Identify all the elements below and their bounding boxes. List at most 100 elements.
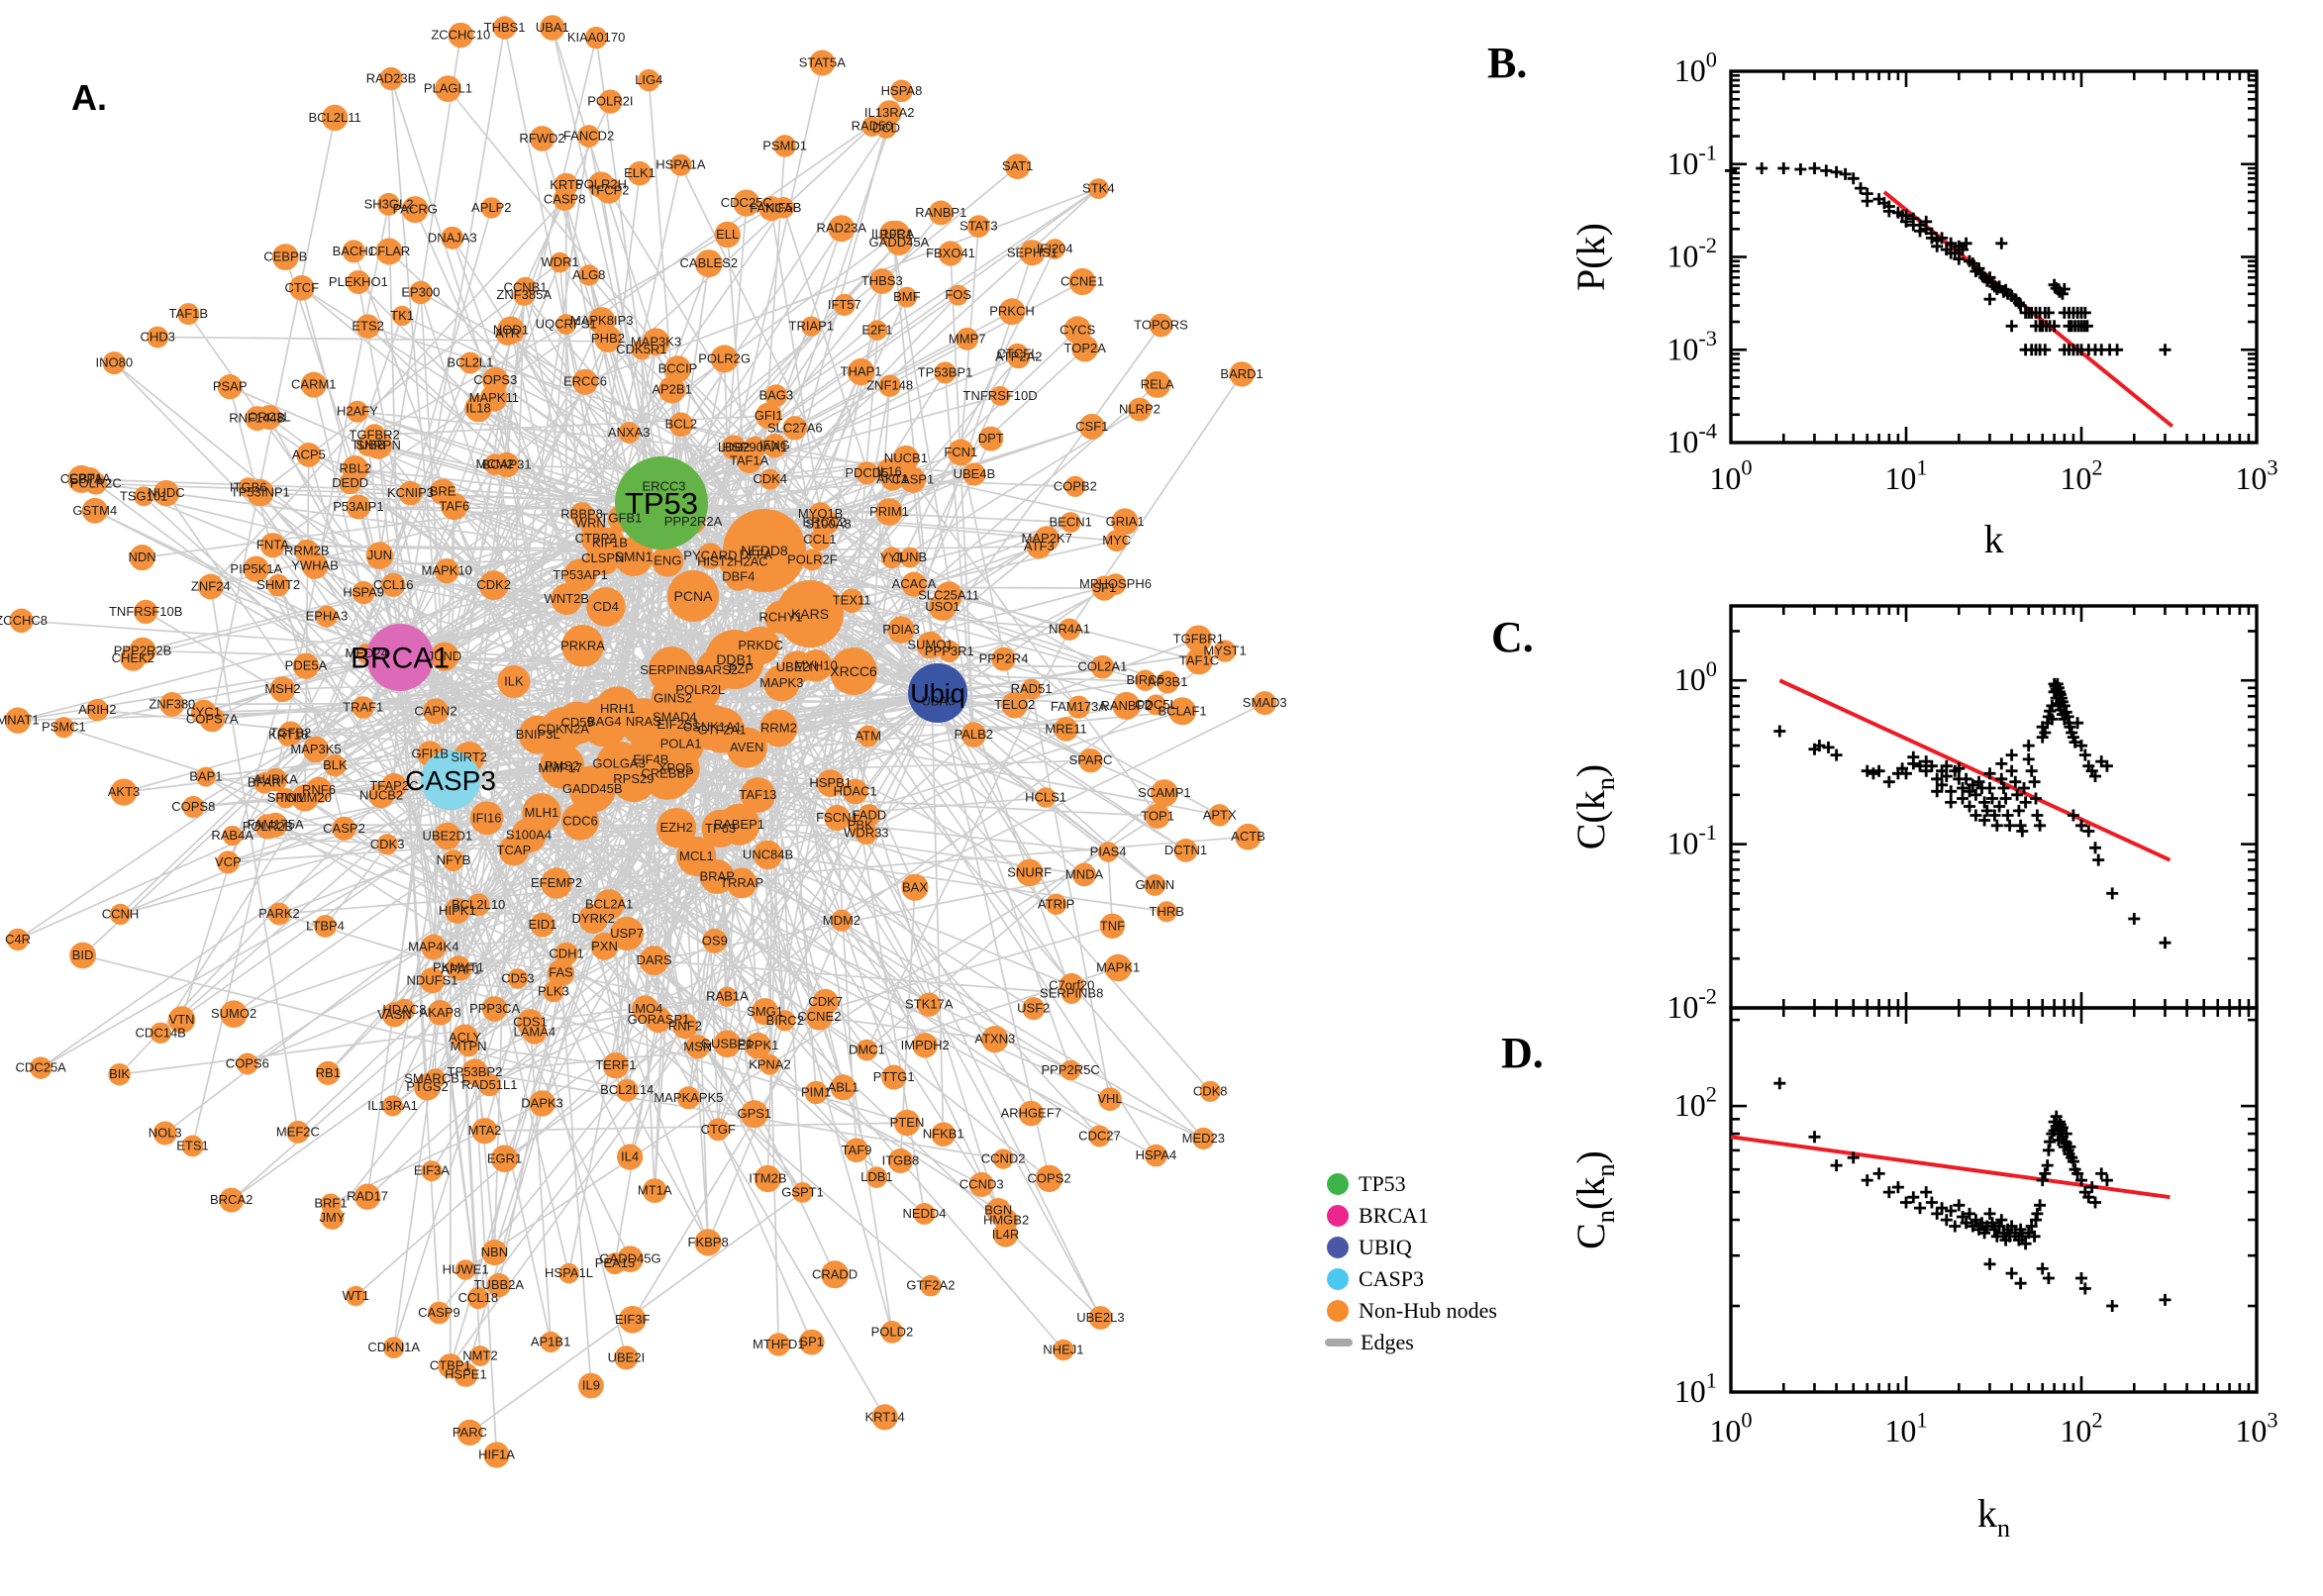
gene-label: GTF2A1 bbox=[697, 723, 746, 738]
network-node bbox=[469, 1346, 491, 1366]
network-node bbox=[342, 455, 369, 482]
gene-label: P53AIP1 bbox=[333, 499, 383, 514]
network-node bbox=[896, 286, 918, 308]
network-node bbox=[216, 850, 240, 874]
gene-label: RPS29 bbox=[613, 771, 654, 786]
gene-label: PLEKHO1 bbox=[329, 274, 388, 289]
gene-label: TAF1A bbox=[730, 452, 769, 467]
gene-label: ENG bbox=[654, 553, 681, 568]
gene-label: CD59 bbox=[560, 715, 593, 730]
gene-label: EP300 bbox=[401, 284, 440, 299]
panel-c-plot: 100 10-1 10-2 C(kn) bbox=[1568, 604, 2259, 1025]
network-node bbox=[865, 1166, 888, 1188]
network-node bbox=[1045, 893, 1067, 915]
gene-label: ELL bbox=[716, 227, 739, 242]
network-node bbox=[968, 1171, 994, 1197]
gene-label: EFEMP2 bbox=[531, 875, 582, 890]
gene-label: CSNK1A1 bbox=[683, 720, 742, 735]
network-node bbox=[702, 928, 728, 953]
gene-label: SERPINB8 bbox=[1040, 986, 1103, 1001]
gene-label: TOP1 bbox=[1141, 808, 1174, 823]
network-node bbox=[759, 709, 798, 748]
gene-label: FSCN1 bbox=[816, 810, 858, 825]
network-node bbox=[617, 1144, 644, 1170]
gene-label: POLR2H bbox=[575, 177, 627, 192]
gene-label: CYCS bbox=[1060, 322, 1095, 337]
network-node bbox=[365, 542, 394, 569]
gene-label: CDK8 bbox=[1193, 1083, 1228, 1098]
network-node bbox=[197, 573, 224, 600]
gene-label: MED23 bbox=[1182, 1131, 1225, 1146]
gene-label: HSPB1 bbox=[809, 775, 852, 790]
gene-label: TP53BP2 bbox=[448, 1064, 503, 1079]
network-node bbox=[543, 981, 564, 1003]
network-node bbox=[745, 1032, 771, 1059]
gene-label: WDR33 bbox=[844, 826, 889, 841]
network-node bbox=[710, 345, 739, 373]
gene-label: TNF bbox=[1100, 918, 1125, 933]
network-node bbox=[828, 215, 856, 243]
gene-label: SP1 bbox=[799, 1335, 824, 1349]
gene-label: UBE2D1 bbox=[423, 829, 473, 844]
network-node bbox=[824, 804, 851, 832]
gene-label: TP53AP1 bbox=[553, 567, 608, 582]
network-node bbox=[481, 1240, 508, 1266]
gene-label: CTGF bbox=[701, 1122, 736, 1137]
gene-label: RFC1 bbox=[879, 227, 913, 242]
gene-label: SAT1 bbox=[1002, 158, 1034, 173]
gene-label: PZP bbox=[729, 661, 754, 676]
hub-node-casp3 bbox=[421, 750, 480, 810]
gene-label: ZNF148 bbox=[866, 378, 913, 393]
gene-label: BRCA2 bbox=[210, 1192, 252, 1207]
network-node bbox=[887, 616, 915, 644]
network-node bbox=[540, 15, 565, 41]
gene-label: TSG101 bbox=[120, 488, 167, 503]
network-node bbox=[245, 406, 270, 432]
gene-label: MNAT1 bbox=[0, 713, 40, 728]
network-node bbox=[642, 328, 670, 356]
network-node bbox=[561, 802, 599, 841]
network-node bbox=[292, 652, 320, 679]
gene-label: RNF144B bbox=[229, 411, 285, 426]
network-node bbox=[1146, 694, 1166, 716]
gene-label: PRKDC bbox=[738, 638, 783, 652]
gene-label: MLH1 bbox=[525, 805, 559, 820]
network-node bbox=[1229, 361, 1255, 387]
network-node bbox=[1088, 1306, 1113, 1330]
gene-label: CLSPN bbox=[581, 550, 624, 565]
network-node bbox=[1173, 839, 1198, 862]
network-node bbox=[120, 645, 147, 671]
network-node bbox=[721, 435, 747, 460]
network-node bbox=[52, 717, 74, 739]
network-node bbox=[1192, 1127, 1215, 1149]
network-node bbox=[726, 727, 767, 768]
gene-label: TNFRSF10B bbox=[109, 604, 182, 619]
gene-label: SPIN1 bbox=[267, 790, 305, 805]
gene-label: IFI204 bbox=[1037, 242, 1073, 256]
gene-label: PPP2R4 bbox=[979, 651, 1029, 666]
network-node bbox=[792, 1182, 813, 1203]
axis-tick-label: 101 bbox=[1884, 1408, 1927, 1448]
gene-label: GINS2 bbox=[654, 690, 692, 705]
gene-label: PSMD1 bbox=[762, 138, 807, 152]
network-node bbox=[276, 724, 300, 747]
gene-label: BCLAF1 bbox=[1159, 703, 1207, 718]
gene-label: KRT5 bbox=[550, 177, 582, 192]
gene-label: FANCA bbox=[750, 201, 793, 216]
gene-label: ERCC3 bbox=[642, 479, 685, 494]
network-node bbox=[1004, 153, 1031, 179]
gene-label: MAP3K3 bbox=[631, 334, 681, 349]
gene-label: EIF4B bbox=[633, 751, 668, 766]
network-node bbox=[657, 376, 686, 404]
network-node bbox=[569, 502, 594, 527]
gene-label: POLR2B bbox=[243, 819, 293, 834]
network-node bbox=[1099, 913, 1126, 939]
gene-label: ATM bbox=[855, 729, 880, 744]
gene-label: HSPA1L bbox=[545, 1265, 593, 1280]
gene-label: APTX bbox=[1203, 807, 1237, 822]
network-node bbox=[934, 361, 957, 384]
network-node bbox=[808, 502, 833, 527]
gene-label: CFLAR bbox=[368, 244, 411, 258]
gene-label: IFNG bbox=[759, 438, 790, 452]
network-node bbox=[1128, 397, 1152, 422]
